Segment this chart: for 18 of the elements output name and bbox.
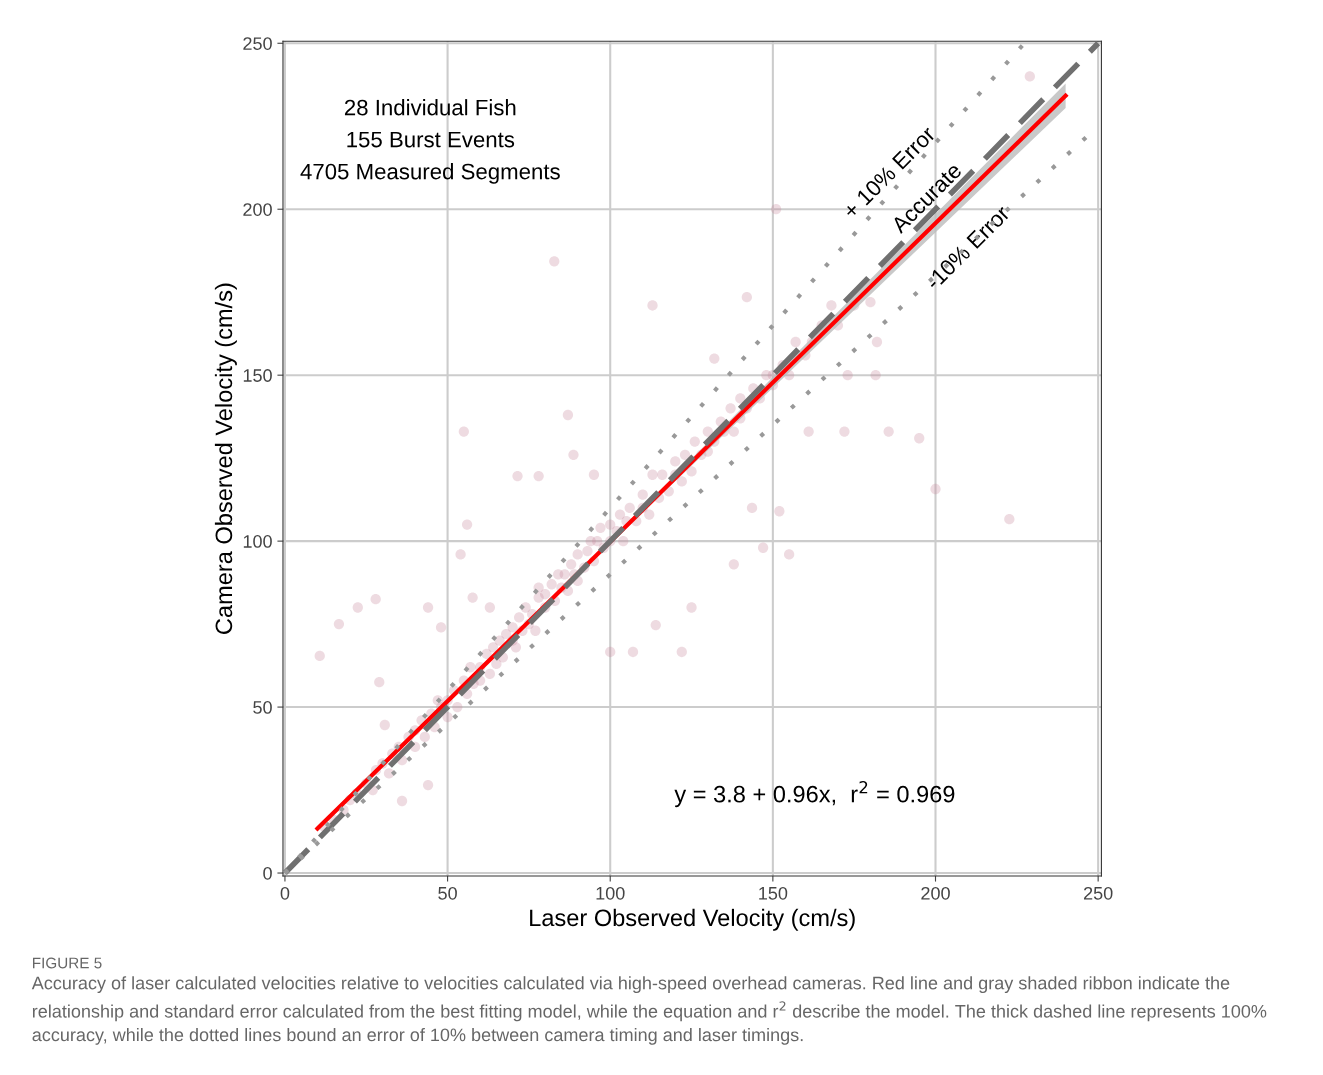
annotation: y = 3.8 + 0.96x, r$^{2}$ = 0.969	[674, 780, 955, 808]
x-axis-title: Laser Observed Velocity (cm/s)	[530, 908, 855, 931]
text: Accuracy of laser calculated velocities relative to velocities calculated via high-speed overhead cameras. Red line and gray shaded ribbon indicate the relationship and standard error calculated from the best fitting model, while the equation and r$^{2}$ describe the model. The thick dashed line represents 100% accuracy, while the dotted lines bound an error of 10% between camera timing and laser timings.	[31, 976, 1267, 1045]
x-tick-label: 250	[1083, 886, 1113, 900]
annotation: 28 Individual Fish 155 Burst Events 4705 Measured Segments	[300, 99, 560, 184]
x-tick-label: 200	[921, 886, 950, 900]
x-tick-label: 0	[280, 886, 290, 900]
y-tick-label: 50	[253, 701, 272, 714]
y-tick-label: 0	[263, 866, 272, 880]
x-tick-label: 50	[438, 886, 457, 900]
y-tick-label: 100	[243, 535, 272, 548]
y-axis-title: Camera Observed Velocity (cm/s)	[214, 283, 237, 634]
y-tick-label: 250	[243, 37, 272, 50]
caption: FIGURE 5	[33, 957, 102, 969]
x-tick-label: 100	[596, 886, 625, 900]
y-tick-label: 150	[243, 369, 272, 382]
x-tick-label: 150	[759, 886, 788, 900]
y-tick-label: 200	[243, 203, 272, 216]
